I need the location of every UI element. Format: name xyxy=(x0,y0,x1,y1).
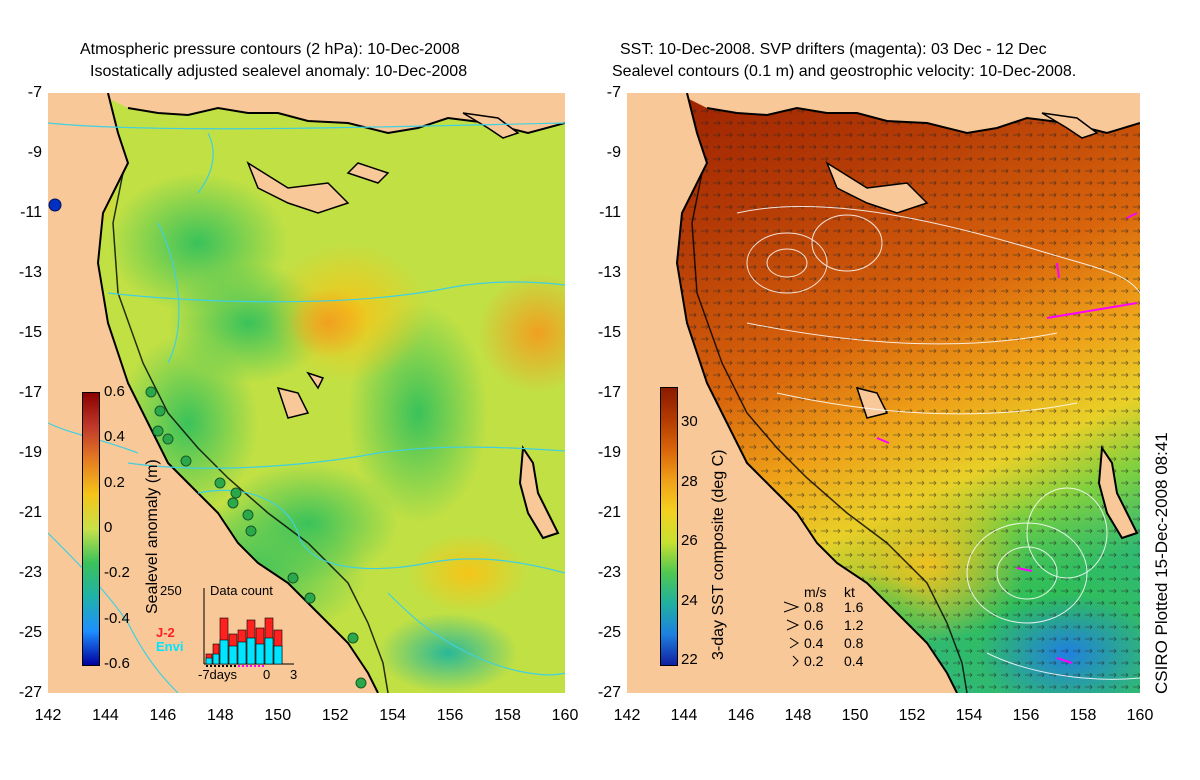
sealevel-anomaly-map xyxy=(48,93,565,693)
lat-tick: -7 xyxy=(27,84,42,101)
lat-tick: -9 xyxy=(27,144,42,161)
sst-colorbar-tick: 30 xyxy=(681,413,698,430)
lat-tick: -13 xyxy=(18,264,42,281)
lat-tick: -7 xyxy=(606,84,621,101)
lat-tick: -25 xyxy=(597,624,621,641)
plot-credit: CSIRO Plotted 15-Dec-2008 08:41 xyxy=(1152,432,1171,694)
lon-tick: 144 xyxy=(92,707,119,724)
lon-tick: 156 xyxy=(1012,707,1040,724)
sealevel-colorbar-tick: 0.4 xyxy=(104,428,125,446)
velocity-legend-ms: 0.4 xyxy=(804,635,824,651)
sealevel-colorbar-tick: -0.6 xyxy=(104,655,130,672)
tide-gauge-markers xyxy=(48,198,367,689)
lon-tick: 158 xyxy=(1069,707,1097,724)
sst-colorbar-tick: 24 xyxy=(681,591,698,609)
velocity-legend-kt: 0.8 xyxy=(844,635,864,651)
sst-colorbar-tick: 22 xyxy=(681,651,698,668)
sst-colorbar-tick: 26 xyxy=(681,532,698,549)
lat-tick: -11 xyxy=(599,204,621,221)
inset-bar-chart xyxy=(203,588,294,667)
lon-tick: 150 xyxy=(264,707,292,724)
velocity-legend-ms: 0.6 xyxy=(804,617,824,633)
lat-tick: -23 xyxy=(597,564,621,581)
sealevel-colorbar-gradient xyxy=(83,393,99,665)
lon-tick: 152 xyxy=(898,707,926,724)
velocity-legend-unit-ms: m/s xyxy=(804,584,827,600)
lon-tick: 148 xyxy=(206,707,234,724)
data-count-inset: 250 Data count J-2 Envi -7days 0 3 xyxy=(156,580,298,682)
lat-tick: -15 xyxy=(597,324,621,341)
lon-tick: 152 xyxy=(321,707,349,724)
lon-tick: 142 xyxy=(34,707,62,724)
lat-tick: -25 xyxy=(18,624,42,641)
lon-tick: 144 xyxy=(670,707,698,724)
lat-tick: -21 xyxy=(597,504,621,521)
lon-tick: 146 xyxy=(149,707,177,724)
lat-tick: -13 xyxy=(597,264,621,281)
lat-tick: -23 xyxy=(18,564,42,581)
sst-colorbar-tick: 28 xyxy=(681,472,698,490)
inset-x-label-zero: 0 xyxy=(263,667,271,682)
velocity-legend-arrow xyxy=(782,655,802,670)
lat-tick: -27 xyxy=(18,684,42,701)
velocity-legend-kt: 0.4 xyxy=(844,653,864,669)
inset-legend-envi: Envi xyxy=(156,639,184,654)
sealevel-colorbar-tick: -0.4 xyxy=(104,609,130,627)
sst-colorbar xyxy=(660,387,678,666)
sst-colorbar-gradient xyxy=(661,388,677,665)
sst-map-svg xyxy=(627,93,1140,693)
lon-tick: 160 xyxy=(551,707,579,724)
velocity-legend-kt: 1.2 xyxy=(844,617,864,633)
sealevel-colorbar xyxy=(82,392,100,666)
lat-tick: -9 xyxy=(606,144,621,161)
right-title-line1: SST: 10-Dec-2008. SVP drifters (magenta)… xyxy=(620,41,1047,58)
lat-tick: -19 xyxy=(597,444,621,461)
sealevel-colorbar-tick: 0.2 xyxy=(104,473,125,491)
sst-colorbar-label: 3-day SST composite (deg C) xyxy=(710,449,727,660)
lat-tick: -27 xyxy=(597,684,621,701)
lon-tick: 148 xyxy=(784,707,812,724)
right-title-line2: Sealevel contours (0.1 m) and geostrophi… xyxy=(612,63,1077,80)
lon-tick: 156 xyxy=(436,707,464,724)
sealevel-colorbar-tick: 0 xyxy=(104,519,113,536)
sealevel-colorbar-tick: -0.2 xyxy=(104,564,130,582)
lon-tick: 146 xyxy=(727,707,755,724)
left-title-line1: Atmospheric pressure contours (2 hPa): 1… xyxy=(80,41,460,58)
velocity-legend-arrow xyxy=(782,601,802,616)
lon-tick: 154 xyxy=(379,707,406,724)
lon-tick: 160 xyxy=(1126,707,1154,724)
lat-tick: -11 xyxy=(20,204,42,221)
velocity-legend-ms: 0.2 xyxy=(804,653,824,669)
lat-tick: -17 xyxy=(597,384,621,401)
velocity-legend-unit-kt: kt xyxy=(844,584,855,600)
lat-tick: -21 xyxy=(18,504,42,521)
inset-x-label-end: 3 xyxy=(290,667,298,682)
inset-title: Data count xyxy=(210,583,273,598)
lon-tick: 142 xyxy=(613,707,641,724)
lon-tick: 154 xyxy=(955,707,983,724)
inset-legend-j2: J-2 xyxy=(156,625,175,640)
inset-max-label: 250 xyxy=(160,583,182,598)
sst-map xyxy=(627,93,1140,693)
lon-tick: 158 xyxy=(494,707,521,724)
lon-tick: 150 xyxy=(841,707,869,724)
inset-x-label-start: -7days xyxy=(198,667,238,682)
velocity-legend: m/s kt 0.8 1.6 0.6 1.2 0.4 0.8 0.2 0.4 xyxy=(780,584,880,669)
velocity-legend-ms: 0.8 xyxy=(804,599,824,615)
lat-tick: -19 xyxy=(18,444,42,461)
left-title-line2: Isostatically adjusted sealevel anomaly:… xyxy=(90,63,468,80)
lat-tick: -17 xyxy=(18,384,42,401)
velocity-legend-arrow xyxy=(782,637,802,652)
sealevel-colorbar-tick: 0.6 xyxy=(104,383,125,400)
velocity-legend-kt: 1.6 xyxy=(844,599,864,615)
velocity-legend-arrow xyxy=(782,619,802,634)
lat-tick: -15 xyxy=(18,324,42,341)
sealevel-map-svg xyxy=(48,93,565,693)
